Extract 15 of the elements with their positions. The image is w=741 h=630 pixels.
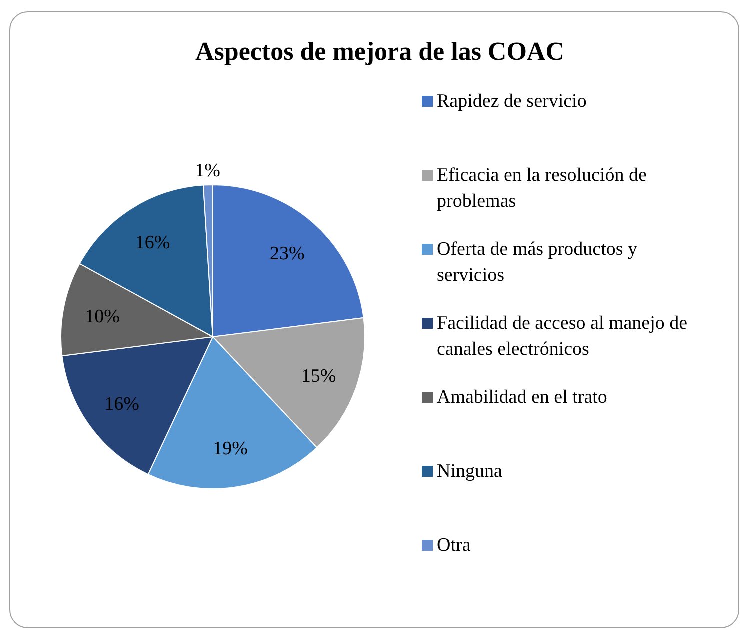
legend-label: Facilidad de acceso al manejo de canales electrónicos	[437, 313, 688, 360]
data-label: 19%	[213, 438, 248, 460]
data-label: 1%	[195, 160, 221, 182]
legend-label: Ninguna	[437, 461, 503, 482]
legend-label: Amabilidad en el trato	[437, 387, 608, 408]
legend-label: Oferta de más productos y servicios	[437, 239, 638, 286]
legend-label: Rapidez de servicio	[437, 91, 587, 112]
data-label: 16%	[135, 232, 170, 254]
data-label: 10%	[85, 306, 120, 328]
data-label: 23%	[270, 243, 305, 264]
legend-label: Eficacia en la resolución de problemas	[437, 165, 647, 212]
legend-label: Otra	[437, 535, 472, 556]
data-label: 15%	[301, 366, 336, 387]
chart-title: Aspectos de mejora de las COAC	[195, 37, 565, 66]
data-label: 16%	[104, 394, 140, 415]
